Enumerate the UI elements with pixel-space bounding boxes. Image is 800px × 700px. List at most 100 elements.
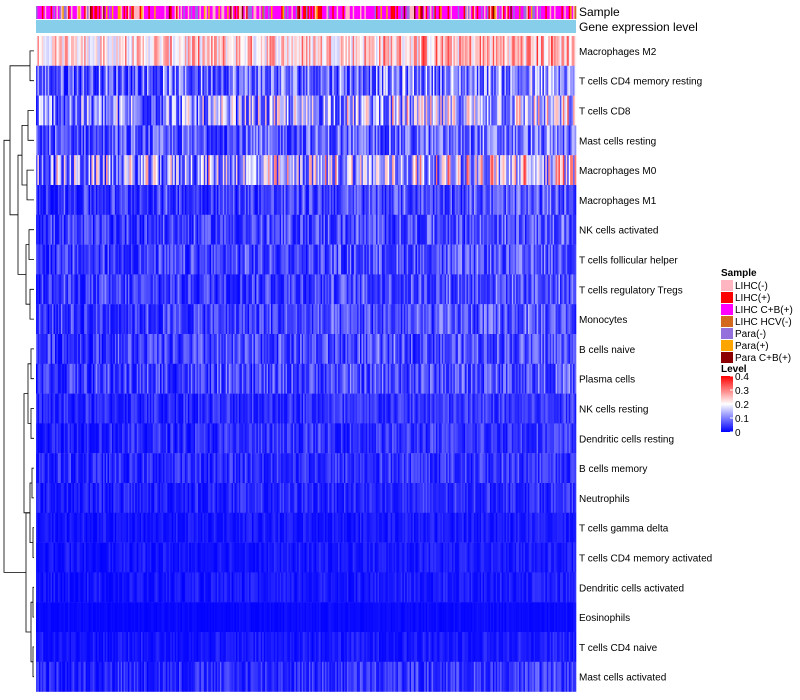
heatmap-cell (154, 65, 156, 96)
heatmap-cell (132, 125, 135, 156)
heatmap-cell (78, 65, 81, 96)
sample-annotation-cell (491, 6, 494, 19)
heatmap-cell (144, 95, 146, 126)
heatmap-cell (357, 214, 359, 245)
heatmap-cell (419, 363, 422, 394)
sample-annotation-cell (225, 6, 228, 19)
heatmap-cell (235, 244, 238, 275)
heatmap-cell (69, 244, 72, 275)
heatmap-cell (234, 334, 237, 364)
heatmap-cell (125, 95, 127, 126)
heatmap-cell (392, 214, 394, 245)
sample-annotation-cell (530, 6, 533, 19)
heatmap-cell (66, 125, 69, 156)
heatmap-cell (276, 65, 279, 96)
heatmap-cell (291, 363, 294, 394)
heatmap-cell (489, 95, 492, 126)
heatmap-cell (383, 214, 386, 245)
heatmap-cell (481, 363, 483, 394)
heatmap-cell (97, 65, 100, 96)
heatmap-cell (409, 185, 412, 215)
heatmap-cell (238, 363, 241, 394)
heatmap-cell (139, 393, 142, 424)
heatmap-cell (199, 334, 202, 364)
heatmap-cell (360, 304, 362, 335)
heatmap-cell (158, 363, 161, 394)
heatmap-cell (376, 36, 378, 66)
heatmap-cell (160, 214, 162, 245)
heatmap-cell (465, 185, 467, 215)
heatmap-cell (106, 334, 108, 364)
sample-annotation-cell (190, 6, 193, 19)
heatmap-cell (294, 214, 297, 245)
heatmap-cell (241, 95, 244, 126)
heatmap-cell (510, 304, 513, 335)
heatmap-cell (82, 185, 85, 215)
heatmap-cell (329, 65, 332, 96)
heatmap-cell (87, 393, 89, 424)
heatmap-cell (177, 214, 180, 245)
heatmap-cell (158, 214, 161, 245)
heatmap-cell (412, 244, 415, 275)
sample-annotation-cell (396, 6, 399, 19)
heatmap-cell (411, 274, 413, 305)
heatmap-cell (254, 214, 257, 245)
heatmap-cell (284, 36, 286, 66)
heatmap-cell (71, 214, 73, 245)
heatmap-cell (422, 244, 425, 275)
heatmap-cell (186, 393, 189, 424)
heatmap-cell (38, 274, 41, 305)
heatmap-cell (435, 334, 438, 364)
heatmap-cell (554, 363, 556, 394)
heatmap-cell (100, 95, 102, 126)
heatmap-cell (160, 244, 162, 275)
heatmap-cell (427, 304, 429, 335)
heatmap-cell (316, 214, 318, 245)
heatmap-cell (200, 393, 203, 424)
heatmap-cell (132, 185, 135, 215)
sample-annotation-cell (73, 6, 76, 19)
heatmap-cell (320, 304, 323, 335)
heatmap-cell (66, 304, 69, 335)
heatmap-cell (418, 36, 421, 66)
heatmap-cell (327, 334, 330, 364)
heatmap-cell (330, 36, 333, 66)
heatmap-cell (434, 304, 437, 335)
heatmap-cell (250, 304, 253, 335)
heatmap-cell (167, 393, 170, 424)
heatmap-cell (54, 363, 57, 394)
heatmap-cell (107, 125, 110, 156)
heatmap-cell (192, 244, 194, 275)
heatmap-cell (364, 334, 367, 364)
heatmap-cell (228, 363, 231, 394)
heatmap-cell (265, 36, 267, 66)
heatmap-cell (171, 185, 174, 215)
heatmap-cell (268, 304, 270, 335)
heatmap-cell (265, 214, 267, 245)
heatmap-cell (107, 393, 110, 424)
heatmap-cell (266, 214, 269, 245)
heatmap-cell (215, 244, 218, 275)
heatmap-cell (574, 155, 577, 186)
heatmap-cell (130, 36, 133, 66)
heatmap-cell (574, 304, 577, 335)
heatmap-cell (424, 304, 426, 335)
heatmap-cell (224, 125, 227, 156)
heatmap-cell (538, 65, 540, 96)
heatmap-cell (222, 155, 225, 186)
heatmap-cell (189, 36, 191, 66)
heatmap-cell (349, 304, 352, 335)
heatmap-cell (314, 334, 317, 364)
heatmap-cell (543, 125, 546, 156)
sample-annotation-cell (141, 6, 143, 19)
heatmap-cell (241, 125, 244, 156)
heatmap-cell (289, 65, 292, 96)
heatmap-cell (545, 244, 548, 275)
heatmap-cell (466, 334, 469, 364)
heatmap-cell (41, 125, 44, 156)
heatmap-cell (135, 393, 137, 424)
heatmap-cell (441, 125, 444, 156)
heatmap-cell (141, 155, 143, 186)
heatmap-cell (367, 36, 370, 66)
heatmap-cell (212, 363, 215, 394)
